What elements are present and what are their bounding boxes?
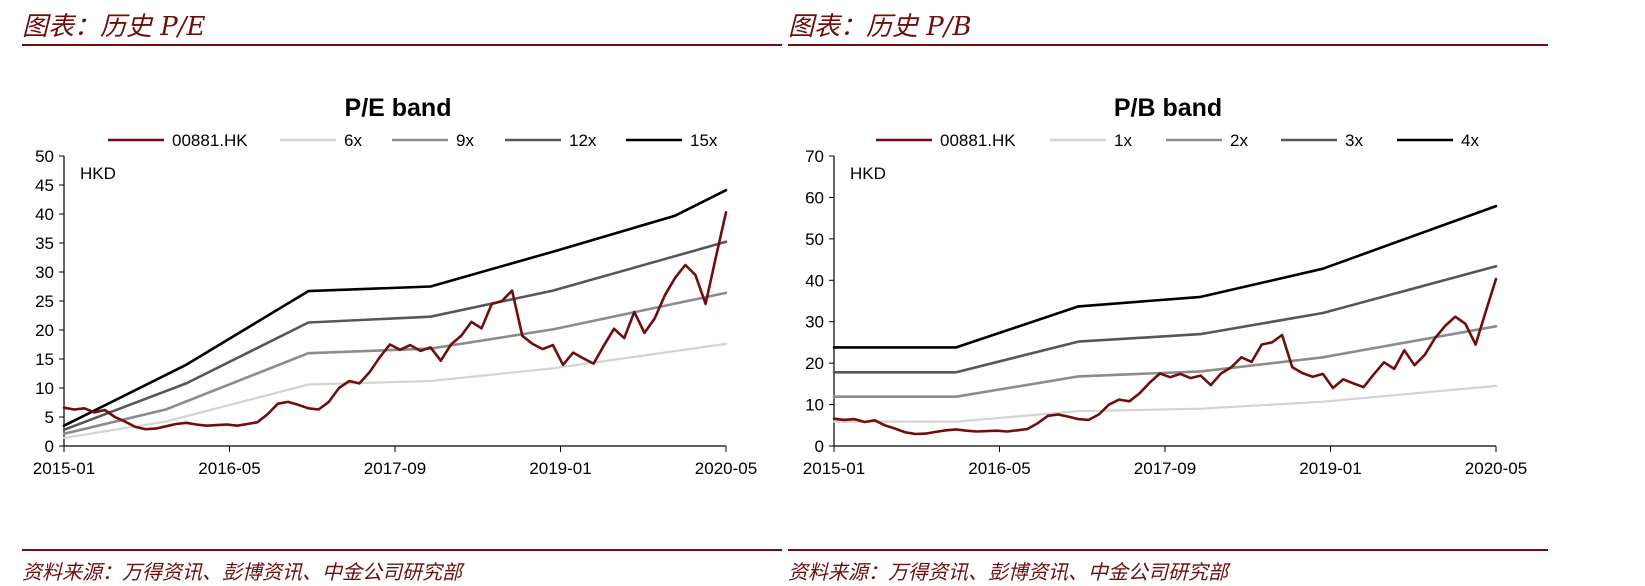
y-tick-label: 0 [815, 437, 824, 456]
x-tick-label: 2020-05 [1465, 459, 1527, 478]
y-tick-label: 30 [805, 313, 824, 332]
y-tick-label: 10 [805, 396, 824, 415]
series-line-9x [62, 291, 728, 436]
right-source-rule [788, 549, 1548, 551]
y-tick-label: 50 [805, 230, 824, 249]
x-tick-label: 2017-09 [1134, 459, 1196, 478]
legend-label-2: 2x [1230, 131, 1248, 150]
y-tick-label: 20 [35, 321, 54, 340]
legend-label-4: 4x [1461, 131, 1479, 150]
legend-label-1: 1x [1114, 131, 1132, 150]
legend-label-4: 15x [690, 131, 718, 150]
y-tick-label: 45 [35, 176, 54, 195]
chart-title: P/B band [1114, 94, 1222, 122]
series-line-6x [62, 342, 728, 439]
series-line-12x [62, 240, 728, 432]
right-source-text: 资料来源：万得资讯、彭博资讯、中金公司研究部 [788, 560, 1228, 584]
left-source-rule [22, 549, 782, 551]
series-line-00881hk [832, 277, 1498, 436]
series-line-4x [832, 204, 1498, 349]
unit-label: HKD [850, 164, 886, 183]
left-source-text: 资料来源：万得资讯、彭博资讯、中金公司研究部 [22, 560, 462, 584]
y-tick-label: 70 [805, 147, 824, 166]
series-line-15x [62, 188, 728, 428]
legend-label-3: 3x [1345, 131, 1363, 150]
y-tick-label: 25 [35, 292, 54, 311]
series-line-00881hk [62, 211, 728, 431]
y-tick-label: 15 [35, 350, 54, 369]
y-tick-label: 30 [35, 263, 54, 282]
left-panel-heading: 图表：历史 P/E [22, 12, 206, 42]
left-heading-rule [22, 44, 782, 46]
legend-label-2: 9x [456, 131, 474, 150]
series-line-3x [832, 264, 1498, 374]
y-tick-label: 35 [35, 234, 54, 253]
x-tick-label: 2016-05 [198, 459, 260, 478]
pe-band-chart: P/E band 00881.HK 6x 9x 12x 15x 0 5 10 15 20 25 30 35… [33, 94, 757, 478]
y-tick-label: 5 [45, 408, 54, 427]
y-tick-label: 40 [35, 205, 54, 224]
y-tick-label: 40 [805, 271, 824, 290]
x-tick-label: 2020-05 [695, 459, 757, 478]
x-tick-label: 2019-01 [529, 459, 591, 478]
y-tick-label: 60 [805, 188, 824, 207]
legend-label-1: 6x [344, 131, 362, 150]
series-line-2x [832, 324, 1498, 399]
x-tick-label: 2017-09 [364, 459, 426, 478]
chart-title: P/E band [345, 94, 452, 122]
right-panel-heading: 图表：历史 P/B [788, 12, 972, 42]
y-tick-label: 0 [45, 437, 54, 456]
right-heading-rule [788, 44, 1548, 46]
legend-label-3: 12x [569, 131, 597, 150]
y-tick-label: 10 [35, 379, 54, 398]
y-tick-label: 50 [35, 147, 54, 166]
legend-label-0: 00881.HK [940, 131, 1016, 150]
x-tick-label: 2016-05 [968, 459, 1030, 478]
pb-band-chart: P/B band 00881.HK 1x 2x 3x 4x 0 10 20 30 40 50 60 70 2… [803, 94, 1527, 478]
y-tick-label: 20 [805, 354, 824, 373]
x-tick-label: 2015-01 [803, 459, 865, 478]
series-line-1x [832, 384, 1498, 423]
legend-label-0: 00881.HK [172, 131, 248, 150]
unit-label: HKD [80, 164, 116, 183]
x-tick-label: 2019-01 [1299, 459, 1361, 478]
x-tick-label: 2015-01 [33, 459, 95, 478]
